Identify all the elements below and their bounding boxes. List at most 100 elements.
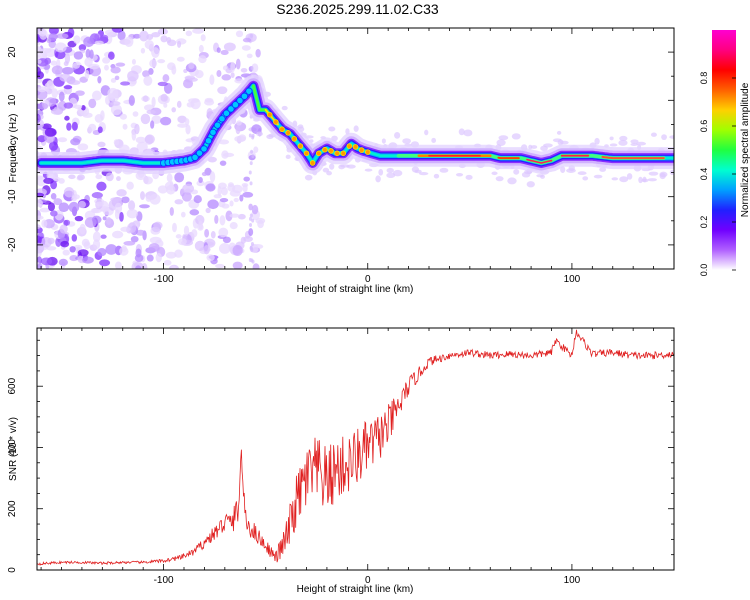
noise-blob [174,172,185,183]
noise-blob [121,196,130,204]
spectrogram-xtick-label: -100 [154,274,174,285]
noise-blob [246,53,253,59]
noise-blob [233,197,239,203]
ridge-bead [328,148,334,154]
noise-blob [113,139,120,146]
ridge-bead [315,150,322,157]
noise-blob [106,216,112,225]
snr-ytick-label: 0 [7,567,18,573]
noise-blob [95,201,104,207]
noise-blob [135,265,142,269]
noise-blob [618,139,628,146]
noise-blob [340,164,350,168]
noise-blob [232,245,243,256]
noise-blob [285,154,291,160]
noise-blob [151,96,156,108]
noise-blob [51,65,64,75]
noise-blob [82,256,94,264]
noise-blob [239,194,244,202]
noise-blob [114,75,120,81]
noise-blob [257,219,264,229]
noise-blob [155,252,162,263]
colorbar-ticks: 0.0 0.2 0.4 0.6 0.8 [699,72,736,276]
noise-blob [248,203,253,211]
noise-blob [491,171,498,176]
snr-ylabel: SNR (10 * v/v) [8,417,19,481]
noise-blob [63,85,73,90]
noise-blob [250,242,254,247]
ridge-bead [236,96,244,105]
noise-blob [251,218,255,223]
noise-blob [186,101,195,108]
noise-blob [110,104,122,116]
noise-blob [163,82,173,94]
colorbar-label: Normalized spectral amplitude [740,82,750,217]
snr-xtick-label: 0 [365,575,371,586]
noise-blob [50,60,57,66]
noise-blob [110,101,121,106]
noise-blob [153,221,163,230]
snr-ticks: -100 0 100 0 200 400 600 [7,328,675,586]
noise-blob [40,236,52,248]
ridge-bead [340,150,347,157]
noise-blob [114,202,123,214]
noise-blob [64,67,75,72]
noise-blob [200,34,206,42]
noise-blob [151,47,160,58]
noise-blob [221,74,232,81]
noise-blob [378,168,384,176]
ridge-bead [279,126,285,133]
noise-blob [364,168,373,172]
noise-blob [240,67,248,73]
noise-blob [181,191,192,202]
noise-blob [225,210,233,222]
noise-blob [394,131,401,139]
noise-blob [229,221,238,230]
noise-blob [92,239,101,250]
noise-blob [251,259,255,264]
noise-blob [458,128,465,136]
noise-blob [216,47,221,53]
noise-blob [44,57,52,65]
noise-blob [375,175,381,183]
noise-blob [37,141,41,146]
noise-blob [110,66,121,74]
noise-blob [151,31,161,38]
ridge-bead [285,130,291,136]
noise-blob [248,170,252,175]
noise-blob [180,211,186,218]
noise-blob [630,139,639,144]
noise-blob [139,30,149,42]
noise-blob [242,37,252,43]
noise-blob [92,207,99,213]
noise-blob [222,236,231,244]
noise-blob [207,199,219,210]
noise-blob [72,62,80,69]
noise-blob [143,75,153,86]
noise-blob [67,28,75,38]
noise-blob [82,112,93,118]
noise-blob [187,98,200,103]
noise-blob [304,174,313,181]
noise-blob [530,145,538,149]
colorbar-gradient [712,30,736,270]
ridge-bead [240,92,249,100]
noise-blob [163,259,172,266]
noise-blob [165,251,177,259]
noise-blob [77,200,86,209]
noise-blob [210,231,216,239]
noise-blob [84,57,93,67]
noise-blob [238,134,247,142]
noise-blob [99,259,111,267]
noise-blob [128,95,135,106]
noise-blob [194,240,206,251]
noise-blob [48,33,58,41]
noise-blob [219,215,226,226]
spectrogram-ytick-label: 10 [7,94,18,106]
noise-blob [240,236,246,244]
ridge-bead [213,121,222,129]
noise-blob [117,30,126,41]
noise-blob [182,183,195,194]
noise-blob [116,189,127,197]
noise-blob [58,91,65,102]
